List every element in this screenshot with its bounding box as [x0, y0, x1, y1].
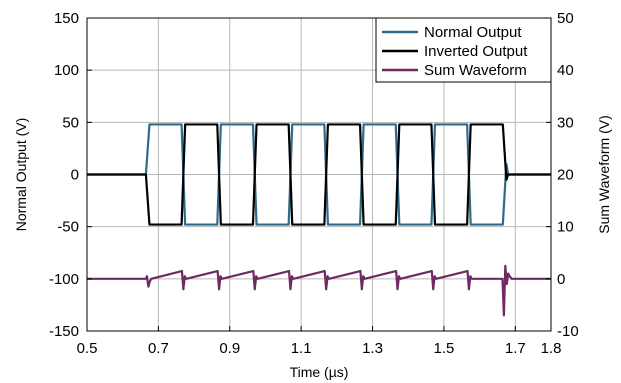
right-y-axis-title: Sum Waveform (V): [596, 115, 612, 234]
left-y-tick-label: -100: [49, 271, 79, 288]
right-y-tick-label: 0: [557, 271, 565, 288]
series-line-inverted-output: [87, 123, 551, 226]
left-y-tick-label: 100: [54, 62, 79, 79]
right-y-tick-label: 20: [557, 167, 574, 184]
left-y-tick-label: -150: [49, 323, 79, 340]
x-tick-label: 1.3: [362, 340, 383, 357]
series-line-normal-output: [87, 123, 551, 226]
left-y-tick-label: 50: [62, 114, 79, 131]
left-y-tick-label: 150: [54, 10, 79, 27]
x-tick-label: 1.7: [505, 340, 526, 357]
left-y-tick-labels: 150 100 50 0 -50 -100 -150: [49, 10, 79, 340]
legend: Normal Output Inverted Output Sum Waveform: [375, 17, 552, 83]
left-y-tick-label: -50: [57, 219, 79, 236]
right-y-tick-label: 50: [557, 10, 574, 27]
legend-label: Normal Output: [424, 24, 522, 41]
left-y-tick-label: 0: [71, 167, 79, 184]
series-line-sum-waveform: [87, 264, 551, 317]
x-tick-label: 1.5: [433, 340, 454, 357]
legend-label: Inverted Output: [424, 43, 528, 60]
right-y-tick-label: 40: [557, 62, 574, 79]
right-y-tick-labels: 50 40 30 20 10 0 -10: [557, 10, 579, 340]
x-tick-labels: 0.5 0.7 0.9 1.1 1.3 1.5 1.7 1.8: [77, 340, 562, 357]
x-tick-label: 1.1: [291, 340, 312, 357]
x-tick-label: 1.8: [541, 340, 562, 357]
legend-label: Sum Waveform: [424, 62, 527, 79]
x-tick-label: 0.7: [148, 340, 169, 357]
x-tick-label: 0.9: [219, 340, 240, 357]
right-y-tick-label: 30: [557, 114, 574, 131]
left-y-axis-title: Normal Output (V): [13, 118, 29, 232]
x-tick-label: 0.5: [77, 340, 98, 357]
series-layer: [87, 123, 551, 317]
right-y-tick-label: -10: [557, 323, 579, 340]
right-y-tick-label: 10: [557, 219, 574, 236]
x-axis-title: Time (µs): [290, 364, 349, 380]
